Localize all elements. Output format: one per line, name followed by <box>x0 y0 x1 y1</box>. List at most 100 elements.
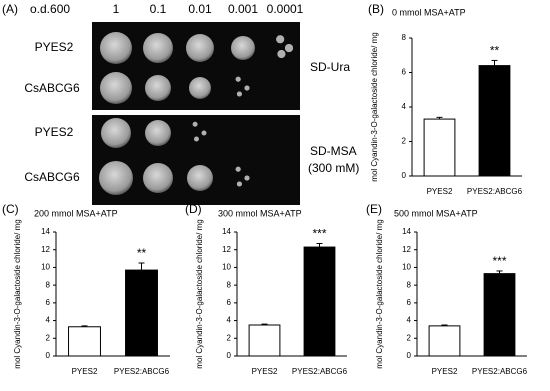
yeast-spot <box>143 33 173 63</box>
x-tick-label: PYES2:ABCG6 <box>114 367 170 376</box>
yeast-spot <box>145 120 171 146</box>
yeast-colony <box>236 91 242 97</box>
significance: *** <box>492 254 506 268</box>
yeast-colony <box>236 181 242 187</box>
y-tick-label: 0 <box>402 171 407 180</box>
y-tick-label: 8 <box>407 280 412 289</box>
x-tick-label: PYES2:ABCG6 <box>472 367 528 376</box>
dilution-label: 0.0001 <box>267 2 304 16</box>
y-tick-label: 8 <box>402 33 407 42</box>
y-axis-label: mol Cyandin-3-O-galactoside chloride/ mg <box>370 32 379 181</box>
y-tick-label: 6 <box>46 298 51 307</box>
y-tick-label: 12 <box>222 245 231 254</box>
chart-title: 0 mmol MSA+ATP <box>392 7 466 17</box>
dilution-label: 0.01 <box>188 2 212 16</box>
yeast-colony <box>244 85 250 91</box>
yeast-colony <box>235 166 241 172</box>
row-label: CsABCG6 <box>24 170 80 184</box>
significance: ** <box>137 246 147 260</box>
y-tick-label: 2 <box>402 137 407 146</box>
yeast-spot <box>101 118 131 148</box>
row-label: PYES2 <box>35 125 74 139</box>
y-tick-label: 8 <box>46 280 51 289</box>
medium-note: (300 mM) <box>308 161 359 175</box>
y-tick-label: 4 <box>227 316 232 325</box>
y-tick-label: 0 <box>46 351 51 360</box>
bar <box>423 118 456 177</box>
chart-title: 500 mmol MSA+ATP <box>394 208 478 218</box>
medium-label: SD-MSA <box>310 144 357 158</box>
chart-title: 300 mmol MSA+ATP <box>218 208 302 218</box>
panel-label: (E) <box>366 202 382 216</box>
bar <box>478 65 511 177</box>
panel-a: (A) o.d.600 PYES2 CsABCG6 PYES2 CsABCG6 … <box>2 2 359 205</box>
y-tick-label: 12 <box>41 245 50 254</box>
y-axis-label: mol Cyandin-3-O-galactoside chloride/ mg <box>195 219 204 368</box>
yeast-colony <box>193 136 199 142</box>
x-tick-label: PYES2 <box>432 367 458 376</box>
dilution-label: 0.001 <box>228 2 258 16</box>
y-tick-label: 2 <box>46 333 51 342</box>
y-axis-label: mol Cyandin-3-O-galactoside chloride/ mg <box>375 219 384 368</box>
y-tick-label: 6 <box>227 298 232 307</box>
y-tick-label: 6 <box>402 68 407 77</box>
y-tick-label: 12 <box>402 245 411 254</box>
panel-label: (A) <box>2 2 18 16</box>
row-label: CsABCG6 <box>24 81 80 95</box>
od-label: o.d.600 <box>30 2 70 16</box>
y-tick-label: 0 <box>227 351 232 360</box>
bar <box>303 246 336 357</box>
yeast-spot <box>99 161 133 195</box>
yeast-spot <box>100 72 132 104</box>
yeast-spot <box>189 77 211 99</box>
y-tick-label: 14 <box>402 227 411 236</box>
yeast-spot <box>187 165 213 191</box>
bar <box>68 326 101 357</box>
yeast-spot <box>186 34 214 62</box>
y-tick-label: 4 <box>46 316 51 325</box>
medium-label: SD-Ura <box>310 60 350 74</box>
y-tick-label: 0 <box>407 351 412 360</box>
yeast-colony <box>201 130 207 136</box>
y-tick-label: 8 <box>227 280 232 289</box>
dilution-label: 0.1 <box>150 2 167 16</box>
y-tick-label: 6 <box>407 298 412 307</box>
yeast-spot <box>143 163 173 193</box>
x-tick-label: PYES2 <box>427 187 453 196</box>
row-label: PYES2 <box>35 40 74 54</box>
panel-label: (B) <box>368 2 384 16</box>
y-tick-label: 14 <box>222 227 231 236</box>
yeast-colony <box>244 175 250 181</box>
x-tick-label: PYES2 <box>252 367 278 376</box>
yeast-spot <box>100 32 132 64</box>
bar <box>483 273 516 357</box>
bar <box>125 269 158 357</box>
y-axis-label: mol Cyandin-3-O-galactoside chloride/ mg <box>13 219 22 368</box>
dilution-label: 1 <box>113 2 120 16</box>
y-tick-label: 2 <box>407 333 412 342</box>
x-tick-label: PYES2:ABCG6 <box>292 367 348 376</box>
y-tick-label: 10 <box>402 263 411 272</box>
y-tick-label: 14 <box>41 227 50 236</box>
yeast-colony <box>277 49 286 58</box>
panel-label: (C) <box>2 202 19 216</box>
bar <box>248 324 281 357</box>
x-tick-label: PYES2:ABCG6 <box>467 187 523 196</box>
yeast-colony <box>284 44 293 53</box>
x-tick-label: PYES2 <box>72 367 98 376</box>
panel-label: (D) <box>185 202 202 216</box>
y-tick-label: 10 <box>41 263 50 272</box>
significance: *** <box>312 227 326 241</box>
bar <box>428 325 461 357</box>
y-tick-label: 2 <box>227 333 232 342</box>
yeast-spot <box>231 36 255 60</box>
y-tick-label: 4 <box>407 316 412 325</box>
y-tick-label: 10 <box>222 263 231 272</box>
significance: ** <box>490 44 500 58</box>
yeast-spot <box>145 75 171 101</box>
yeast-colony <box>235 76 241 82</box>
yeast-colony <box>192 121 198 127</box>
y-tick-label: 4 <box>402 102 407 111</box>
yeast-colony <box>276 35 285 44</box>
